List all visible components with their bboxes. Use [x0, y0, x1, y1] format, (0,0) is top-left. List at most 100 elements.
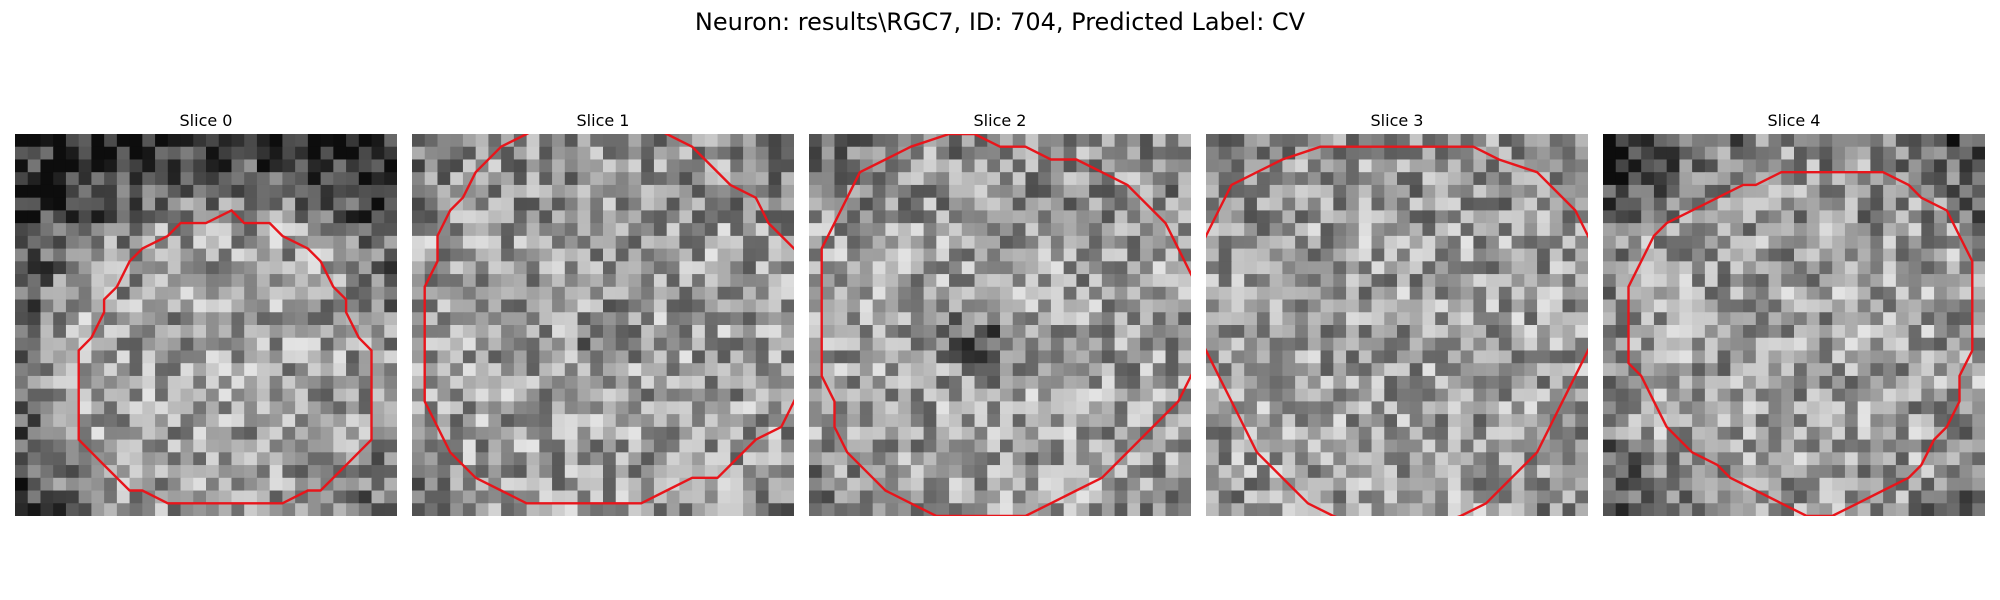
pixel: [27, 439, 42, 453]
pixel: [552, 134, 566, 148]
pixel: [1397, 490, 1411, 504]
pixel: [692, 452, 706, 466]
pixel: [1244, 401, 1258, 415]
pixel: [307, 503, 322, 516]
pixel: [539, 223, 553, 237]
pixel: [1333, 210, 1347, 224]
pixel: [552, 401, 566, 415]
pixel: [974, 375, 988, 390]
pixel: [475, 299, 489, 313]
pixel: [412, 401, 426, 415]
pixel: [1127, 350, 1141, 364]
pixel: [424, 477, 439, 492]
pixel: [1959, 184, 1973, 199]
pixel: [320, 146, 334, 161]
pixel: [1666, 235, 1680, 250]
pixel: [65, 210, 80, 224]
pixel: [936, 375, 950, 390]
pixel: [1256, 235, 1271, 250]
pixel: [1256, 248, 1271, 262]
pixel: [15, 286, 29, 301]
pixel: [244, 325, 258, 339]
pixel: [65, 299, 80, 313]
pixel: [15, 159, 29, 173]
pixel: [180, 312, 194, 326]
pixel: [628, 401, 642, 415]
pixel: [1089, 184, 1103, 199]
pixel: [936, 274, 950, 288]
pixel: [730, 439, 744, 453]
pixel: [539, 210, 553, 224]
pixel: [40, 286, 54, 301]
pixel: [346, 490, 360, 504]
pixel: [615, 325, 630, 339]
pixel: [40, 337, 54, 352]
pixel: [1603, 375, 1617, 390]
pixel: [821, 490, 836, 504]
pixel: [1946, 146, 1961, 161]
pixel: [910, 426, 925, 441]
pixel: [1857, 223, 1871, 237]
pixel: [1447, 274, 1462, 288]
pixel: [1908, 503, 1922, 516]
pixel: [142, 452, 156, 466]
pixel: [577, 235, 591, 250]
pixel: [1921, 388, 1935, 402]
pixel: [1768, 503, 1782, 516]
pixel: [1908, 146, 1922, 161]
pixel: [1178, 477, 1191, 492]
pixel: [1921, 248, 1935, 262]
pixel: [1409, 401, 1424, 415]
pixel: [1063, 210, 1077, 224]
pixel: [1704, 261, 1719, 275]
pixel: [1384, 299, 1398, 313]
pixel: [333, 184, 347, 199]
pixel: [412, 184, 426, 199]
pixel: [1244, 325, 1258, 339]
pixel: [1295, 375, 1309, 390]
pixel: [1447, 363, 1462, 377]
pixel: [450, 350, 464, 364]
pixel: [320, 465, 334, 479]
pixel: [155, 312, 169, 326]
pixel: [218, 248, 233, 262]
pixel: [78, 503, 92, 516]
pixel: [1844, 299, 1859, 313]
pixel: [269, 146, 283, 161]
pixel: [424, 388, 439, 402]
pixel: [1218, 503, 1233, 516]
pixel: [1231, 503, 1245, 516]
pixel: [475, 439, 489, 453]
pixel: [704, 235, 719, 250]
pixel: [1511, 146, 1525, 161]
pixel: [1473, 146, 1487, 161]
pixel: [1333, 261, 1347, 275]
pixel: [1089, 312, 1103, 326]
pixel: [206, 375, 220, 390]
pixel: [872, 159, 886, 173]
pixel: [1295, 439, 1309, 453]
pixel: [142, 465, 156, 479]
pixel: [1397, 134, 1411, 148]
pixel: [1152, 490, 1167, 504]
pixel: [269, 210, 283, 224]
pixel: [641, 439, 655, 453]
pixel: [53, 452, 67, 466]
pixel: [755, 159, 770, 173]
pixel: [641, 274, 655, 288]
pixel: [1603, 299, 1617, 313]
pixel: [384, 337, 397, 352]
pixel: [1050, 401, 1065, 415]
pixel: [834, 286, 848, 301]
pixel: [781, 325, 794, 339]
pixel: [1206, 350, 1220, 364]
pixel: [1794, 134, 1808, 148]
pixel: [78, 350, 92, 364]
pixel: [936, 299, 950, 313]
pixel: [1908, 350, 1922, 364]
pixel: [1050, 274, 1065, 288]
pixel: [1346, 197, 1360, 211]
pixel: [1063, 134, 1077, 148]
pixel: [1832, 274, 1846, 288]
pixel: [1562, 350, 1576, 364]
